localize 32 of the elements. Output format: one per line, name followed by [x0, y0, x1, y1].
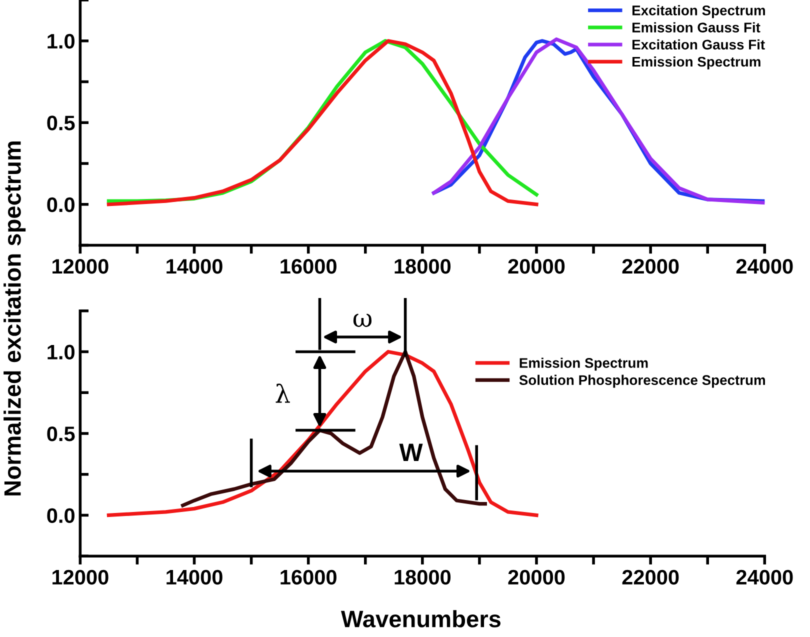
y-tick-label: 0.0 — [47, 197, 74, 212]
x-tick-label: 12000 — [52, 570, 108, 585]
legend-label: Excitation Gauss Fit — [632, 39, 765, 50]
x-tick-label: 24000 — [736, 258, 793, 274]
y-tick-label: 0.0 — [47, 508, 74, 523]
y-axis-title: Normalized excitation spectrum — [4, 142, 26, 496]
x-tick-label: 20000 — [508, 258, 565, 274]
legend-label: Emission Spectrum — [632, 56, 760, 70]
annotation: ω — [353, 314, 372, 327]
legend-label: Solution Phosphorescence Spectrum — [519, 374, 765, 388]
x-tick-label: 18000 — [394, 570, 451, 585]
y-tick-label: 0.5 — [47, 116, 75, 130]
y-tick-label: 0.5 — [47, 426, 75, 442]
x-tick-label: 14000 — [166, 258, 222, 274]
x-tick-label: 18000 — [394, 258, 451, 274]
annotation: λ — [276, 384, 290, 403]
y-tick-label: 1.0 — [48, 344, 74, 360]
x-tick-label: 16000 — [280, 570, 336, 585]
line-series — [181, 350, 487, 508]
legend-label: Emission Gauss Fit — [632, 22, 760, 32]
legend-label: Emission Spectrum — [520, 358, 648, 371]
annotation: W — [399, 444, 423, 461]
x-tick-label: 12000 — [52, 258, 108, 274]
x-tick-label: 14000 — [166, 570, 222, 585]
x-tick-label: 24000 — [736, 570, 793, 585]
legend-label: Excitation Spectrum — [632, 5, 765, 18]
x-axis-title: Wavenumbers — [340, 610, 500, 628]
y-tick-label: 1.0 — [48, 34, 74, 49]
x-tick-label: 22000 — [622, 570, 679, 585]
x-tick-label: 20000 — [508, 570, 565, 585]
x-tick-label: 16000 — [280, 258, 336, 274]
x-tick-label: 22000 — [622, 258, 679, 274]
